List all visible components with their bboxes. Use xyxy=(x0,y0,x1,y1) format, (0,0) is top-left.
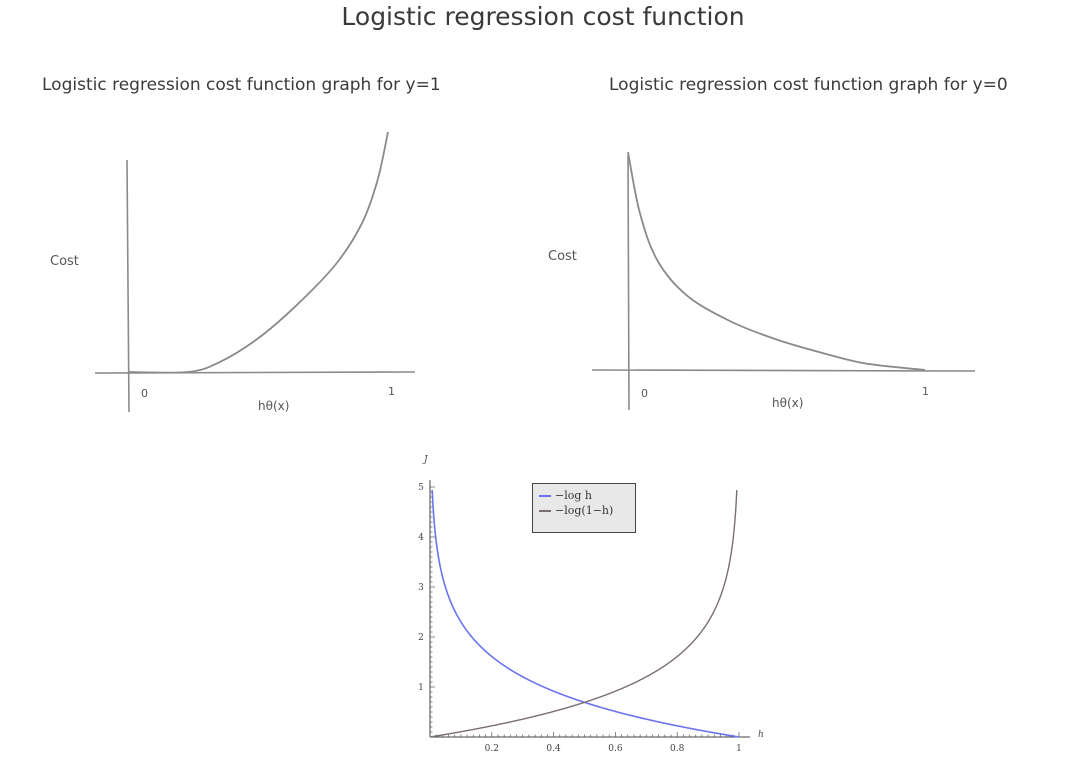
x-tick-0: 0 xyxy=(641,387,648,400)
x-tick-1: 1 xyxy=(388,385,395,398)
legend-item-neg-log-1-minus-h: −log(1−h) xyxy=(539,503,635,518)
y-axis-label: Cost xyxy=(548,249,577,264)
legend-swatch-brown xyxy=(539,509,551,512)
legend-label: −log h xyxy=(555,489,592,502)
x-tick-label: 0.2 xyxy=(485,744,499,754)
plot-axes xyxy=(429,480,750,738)
sketch-chart-y1: Cost 0 1 hθ(x) xyxy=(50,131,416,413)
x-axis-label: hθ(x) xyxy=(772,396,803,410)
y-tick-label: 5 xyxy=(418,483,424,493)
legend-label: −log(1−h) xyxy=(555,504,614,517)
cost-plot: 0.2 0.4 0.6 0.8 1 1 2 3 4 5 J h xyxy=(418,455,764,754)
x-tick-label: 1 xyxy=(736,744,742,754)
subtitle-y0: Logistic regression cost function graph … xyxy=(609,75,1008,95)
curve-neg-log-1-minus-h xyxy=(430,490,738,738)
x-tick-label: 0.8 xyxy=(670,744,685,754)
y-tick-label: 3 xyxy=(418,583,424,593)
plot-ticks: 0.2 0.4 0.6 0.8 1 1 2 3 4 5 xyxy=(418,483,742,754)
y-tick-label: 1 xyxy=(418,683,424,693)
x-axis-label: h xyxy=(758,730,764,740)
cost-curve xyxy=(627,151,926,371)
sketch-chart-y0: Cost 0 1 hθ(x) xyxy=(548,151,976,411)
subtitle-y1: Logistic regression cost function graph … xyxy=(42,75,441,95)
page-title: Logistic regression cost function xyxy=(341,2,745,31)
y-tick-label: 4 xyxy=(418,533,424,543)
x-axis-label: hθ(x) xyxy=(258,399,289,413)
legend-item-neg-log-h: −log h xyxy=(539,488,635,503)
legend-swatch-blue xyxy=(539,494,551,497)
plot-legend: −log h −log(1−h) xyxy=(532,483,636,533)
x-tick-1: 1 xyxy=(922,385,929,398)
x-tick-label: 0.4 xyxy=(546,744,561,754)
x-axis xyxy=(591,369,976,372)
x-tick-0: 0 xyxy=(141,387,148,400)
x-tick-label: 0.6 xyxy=(608,744,623,754)
y-tick-label: 2 xyxy=(418,633,424,643)
y-axis xyxy=(627,154,630,411)
y-axis-label: J xyxy=(422,455,429,465)
y-axis-label: Cost xyxy=(50,254,79,269)
y-axis xyxy=(126,159,130,413)
cost-curve xyxy=(127,131,389,374)
